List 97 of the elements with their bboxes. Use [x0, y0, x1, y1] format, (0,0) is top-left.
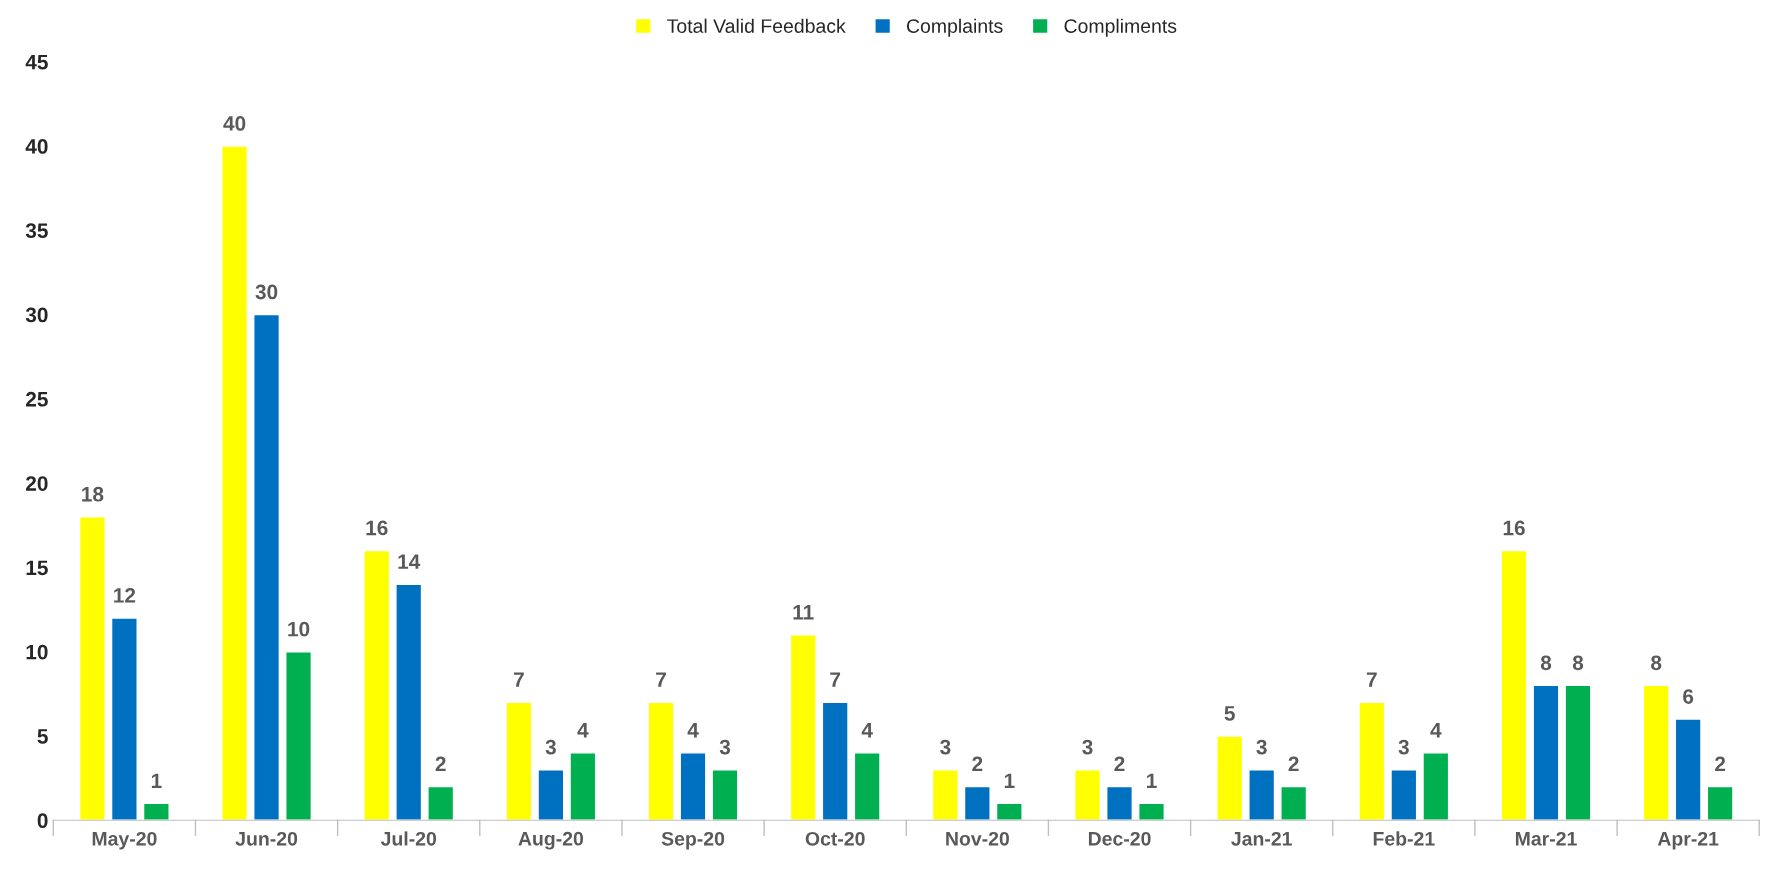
y-tick-label: 0 — [37, 813, 48, 829]
x-tick-label: Jan-21 — [1231, 831, 1292, 846]
x-tick-label: Dec-20 — [1088, 831, 1151, 846]
bar — [711, 768, 739, 821]
data-label: 6 — [1683, 689, 1694, 704]
legend-label: Complaints — [906, 18, 1003, 37]
x-tick-label: Sep-20 — [661, 831, 725, 850]
y-tick-label: 40 — [25, 139, 48, 154]
bar — [1674, 718, 1702, 821]
y-tick-label: 20 — [26, 476, 48, 491]
bar — [1216, 735, 1244, 821]
data-label: 4 — [861, 723, 873, 738]
data-label: 30 — [255, 284, 278, 300]
data-label: 1 — [1004, 773, 1015, 788]
bar — [1138, 802, 1165, 821]
bar — [363, 549, 391, 821]
data-label: 10 — [288, 621, 310, 637]
data-label: 2 — [1114, 756, 1125, 772]
legend-label: Compliments — [1064, 18, 1177, 37]
bar — [221, 145, 249, 821]
data-label: 14 — [398, 554, 421, 569]
bar — [1390, 768, 1418, 821]
data-label: 3 — [545, 739, 556, 755]
bar — [1500, 549, 1528, 821]
bar — [1642, 684, 1670, 821]
bar — [427, 785, 455, 821]
y-tick-label: 30 — [25, 307, 48, 323]
bar — [253, 313, 281, 821]
x-tick-label: Oct-20 — [805, 831, 865, 846]
data-label: 7 — [830, 672, 841, 687]
data-label: 12 — [114, 588, 136, 603]
bar — [647, 701, 675, 821]
bar — [1280, 785, 1308, 821]
bar — [1706, 785, 1734, 821]
x-tick-label: Jun-20 — [235, 831, 298, 846]
bar — [963, 785, 991, 821]
bar — [789, 634, 817, 821]
bar — [995, 802, 1023, 821]
bar — [537, 768, 565, 821]
data-label: 8 — [1572, 655, 1584, 671]
y-tick-label: 5 — [37, 729, 48, 744]
x-tick-label: Feb-21 — [1373, 831, 1435, 846]
bar — [1358, 701, 1386, 821]
y-tick-label: 35 — [25, 223, 48, 239]
data-label: 7 — [513, 672, 524, 687]
bar — [1532, 684, 1560, 821]
data-label: 3 — [1398, 739, 1409, 755]
bar — [853, 752, 881, 821]
data-label: 3 — [1256, 739, 1267, 755]
data-label: 3 — [940, 739, 951, 755]
data-label: 8 — [1651, 655, 1662, 671]
data-label: 11 — [793, 605, 814, 620]
data-label: 2 — [972, 756, 983, 772]
data-label: 7 — [1366, 672, 1377, 687]
data-label: 1 — [1147, 773, 1157, 788]
data-label: 5 — [1224, 706, 1235, 721]
data-label: 16 — [366, 520, 388, 536]
data-label: 2 — [1715, 756, 1726, 772]
x-tick-label: Apr-21 — [1657, 831, 1719, 850]
legend-label: Total Valid Feedback — [667, 18, 846, 33]
x-tick-label: Mar-21 — [1515, 831, 1577, 846]
y-tick-label: 25 — [26, 391, 48, 407]
x-tick-label: Aug-20 — [518, 831, 584, 850]
x-tick-label: Nov-20 — [946, 831, 1009, 846]
data-label: 2 — [435, 756, 446, 772]
bar — [142, 802, 170, 821]
y-tick-label: 15 — [26, 560, 48, 576]
data-label: 4 — [1430, 723, 1442, 738]
bar — [1074, 768, 1102, 821]
data-label: 7 — [656, 672, 666, 687]
x-tick-label: Jul-20 — [380, 831, 437, 846]
data-label: 2 — [1288, 756, 1299, 772]
data-label: 4 — [577, 723, 589, 738]
bar — [679, 752, 707, 821]
data-label: 3 — [1082, 739, 1093, 755]
bar — [1564, 684, 1592, 821]
bar — [1248, 768, 1276, 821]
bar — [821, 701, 849, 821]
bar — [1106, 785, 1133, 821]
bar — [505, 701, 533, 821]
data-label: 8 — [1540, 655, 1552, 671]
bar — [110, 617, 138, 821]
bar — [931, 768, 959, 821]
data-label: 18 — [82, 486, 104, 502]
data-label: 40 — [223, 116, 246, 131]
data-label: 4 — [687, 723, 699, 738]
bar — [395, 583, 423, 821]
bar — [78, 516, 106, 821]
data-label: 1 — [151, 773, 162, 788]
y-tick-label: 45 — [25, 54, 48, 70]
data-label: 3 — [719, 739, 731, 755]
bar — [285, 651, 313, 821]
y-tick-label: 10 — [26, 644, 48, 660]
bar — [569, 752, 597, 821]
bar — [1422, 752, 1450, 821]
data-label: 16 — [1503, 520, 1525, 536]
x-tick-label: May-20 — [92, 831, 157, 850]
